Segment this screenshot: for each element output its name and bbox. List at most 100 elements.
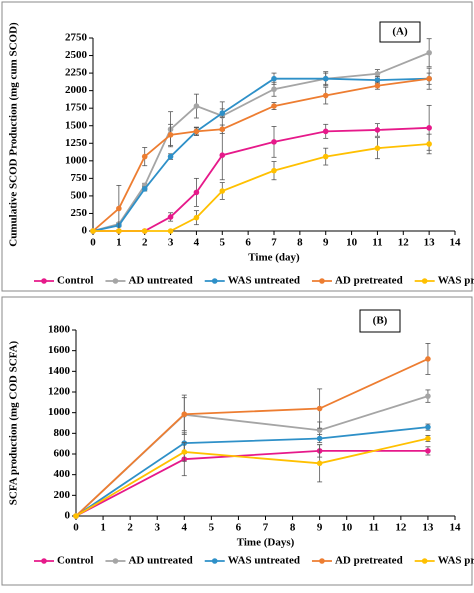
legend-label: Control [57,275,93,287]
legend-label: WAS untreated [228,555,300,567]
panel-border [1,296,473,586]
legend-label: WAS pretreated [438,555,474,567]
x-tick-label: 1 [116,237,122,249]
y-tick-label: 250 [71,207,88,219]
x-tick-label: 13 [422,522,434,534]
point [426,141,432,147]
point [271,86,277,93]
y-axis-title: Cumulative SCOD Production (mg cum SCOD) [8,22,20,247]
point [271,103,277,109]
x-axis-title: Time (day) [248,252,300,264]
series-line [75,437,429,517]
point [167,228,174,234]
x-tick-label: 7 [271,237,277,249]
x-tick-label: 8 [297,237,303,249]
series-line [92,77,430,232]
point [425,448,431,454]
x-tick-label: 8 [290,522,296,534]
series-line [93,143,430,232]
point [167,153,174,160]
point [116,228,122,234]
x-tick-label: 9 [317,522,323,534]
series-line [75,395,429,517]
x-tick-label: 11 [372,237,382,249]
x-tick-label: 12 [395,522,407,534]
x-tick-label: 3 [168,237,174,249]
annotation: (B) [373,315,388,327]
x-tick-label: 11 [369,522,379,534]
point [425,424,431,430]
point [141,186,148,192]
point [271,75,277,82]
y-tick-label: 2250 [65,67,88,79]
point [374,70,381,77]
point [322,92,329,99]
x-tick-label: 13 [424,237,436,249]
point [73,513,79,519]
x-tick-label: 2 [127,522,133,534]
y-tick-label: 1750 [65,102,88,114]
x-tick-label: 5 [209,522,215,534]
legend-label: WAS pretreated [438,275,474,287]
x-tick-label: 6 [245,237,251,249]
legend-marker [41,278,47,284]
y-tick-label: 600 [54,448,71,460]
y-tick-label: 1200 [48,386,71,398]
y-tick-label: 800 [54,427,71,439]
x-tick-label: 0 [73,522,79,534]
point [425,435,431,442]
point [193,103,200,109]
point [193,214,200,221]
annotation-box [379,21,421,43]
x-tick-label: 10 [341,522,353,534]
panel-border [1,1,473,292]
point [167,214,174,220]
point [219,188,226,194]
point [219,126,226,133]
y-tick-label: 1500 [65,119,88,131]
y-tick-label: 2750 [65,32,88,44]
series-line [75,450,428,517]
legend-marker [112,558,119,564]
x-tick-label: 1 [100,522,106,534]
legend-marker [211,278,218,284]
point [374,127,381,133]
y-tick-label: 1400 [48,365,71,377]
point [90,228,96,234]
annotation-box [359,309,401,333]
x-tick-label: 7 [263,522,269,534]
point [316,405,323,412]
series-line [92,77,430,232]
x-tick-label: 3 [154,522,160,534]
legend-marker [112,278,119,284]
point [316,460,323,467]
x-tick-label: 2 [142,237,148,249]
y-tick-label: 1000 [65,154,88,166]
legend-label: AD pretreated [335,275,403,287]
legend-marker [319,278,325,284]
point [141,153,148,160]
x-tick-label: 14 [450,522,462,534]
x-tick-label: 5 [220,237,226,249]
y-tick-label: 0 [82,225,88,237]
x-axis-title: Time (Days) [237,537,295,549]
legend-label: AD pretreated [335,555,403,567]
point [193,189,200,196]
legend-marker [421,558,428,564]
x-tick-label: 6 [236,522,242,534]
point [374,77,381,83]
point [116,205,122,212]
x-tick-label: 12 [398,237,410,249]
series-line [92,51,430,232]
x-tick-label: 0 [90,237,96,249]
legend-marker [211,558,218,564]
legend-label: WAS untreated [228,275,300,287]
legend-marker [41,558,47,564]
y-tick-label: 1250 [65,137,88,149]
point [374,145,381,151]
y-tick-label: 500 [71,189,88,201]
point [322,75,329,82]
series-line [75,358,429,517]
series-line [93,126,430,232]
